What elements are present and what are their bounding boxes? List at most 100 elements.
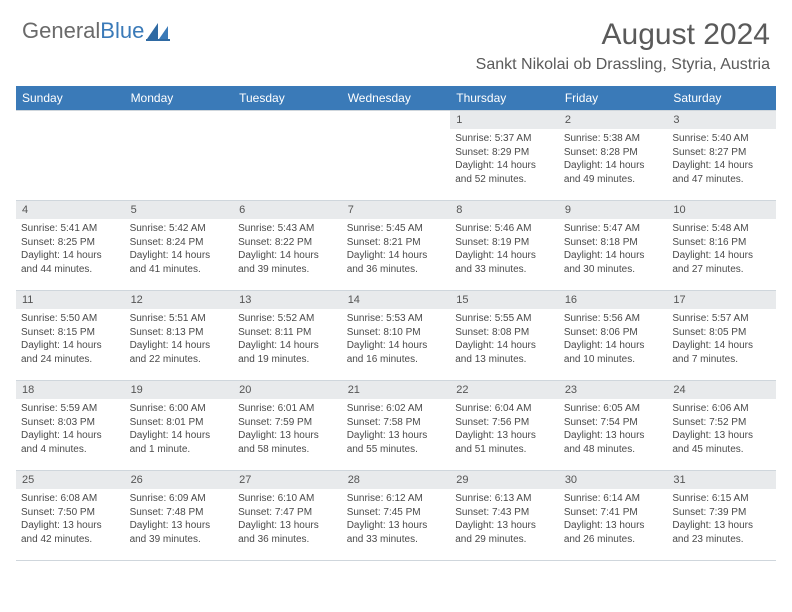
calendar-row: 4Sunrise: 5:41 AMSunset: 8:25 PMDaylight…: [16, 201, 776, 291]
day-body: Sunrise: 5:46 AMSunset: 8:19 PMDaylight:…: [450, 219, 559, 280]
day-cell: 27Sunrise: 6:10 AMSunset: 7:47 PMDayligh…: [233, 471, 342, 561]
daylight-line: Daylight: 13 hours and 48 minutes.: [564, 429, 663, 456]
day-body: Sunrise: 6:13 AMSunset: 7:43 PMDaylight:…: [450, 489, 559, 550]
sunrise-line: Sunrise: 6:00 AM: [130, 402, 229, 416]
day-number: 2: [559, 111, 668, 129]
sunset-line: Sunset: 8:24 PM: [130, 236, 229, 250]
calendar-row: 1Sunrise: 5:37 AMSunset: 8:29 PMDaylight…: [16, 111, 776, 201]
sunrise-line: Sunrise: 5:59 AM: [21, 402, 120, 416]
sunset-line: Sunset: 7:52 PM: [672, 416, 771, 430]
daylight-line: Daylight: 14 hours and 33 minutes.: [455, 249, 554, 276]
day-number: 26: [125, 471, 234, 489]
day-number: 30: [559, 471, 668, 489]
day-body: Sunrise: 5:43 AMSunset: 8:22 PMDaylight:…: [233, 219, 342, 280]
sunset-line: Sunset: 8:21 PM: [347, 236, 446, 250]
daylight-line: Daylight: 14 hours and 4 minutes.: [21, 429, 120, 456]
sunrise-line: Sunrise: 5:50 AM: [21, 312, 120, 326]
sunset-line: Sunset: 7:50 PM: [21, 506, 120, 520]
sunset-line: Sunset: 7:43 PM: [455, 506, 554, 520]
daylight-line: Daylight: 13 hours and 51 minutes.: [455, 429, 554, 456]
sunset-line: Sunset: 8:29 PM: [455, 146, 554, 160]
day-body: Sunrise: 6:12 AMSunset: 7:45 PMDaylight:…: [342, 489, 451, 550]
weekday-header: Thursday: [450, 86, 559, 111]
sunset-line: Sunset: 7:39 PM: [672, 506, 771, 520]
sunrise-line: Sunrise: 5:48 AM: [672, 222, 771, 236]
title-block: August 2024 Sankt Nikolai ob Drassling, …: [476, 18, 770, 74]
sunrise-line: Sunrise: 6:14 AM: [564, 492, 663, 506]
day-number: 5: [125, 201, 234, 219]
daylight-line: Daylight: 13 hours and 26 minutes.: [564, 519, 663, 546]
day-number: 14: [342, 291, 451, 309]
day-cell: 2Sunrise: 5:38 AMSunset: 8:28 PMDaylight…: [559, 111, 668, 201]
day-body: Sunrise: 6:08 AMSunset: 7:50 PMDaylight:…: [16, 489, 125, 550]
day-number: 15: [450, 291, 559, 309]
sunrise-line: Sunrise: 6:15 AM: [672, 492, 771, 506]
sunset-line: Sunset: 8:28 PM: [564, 146, 663, 160]
sunrise-line: Sunrise: 5:47 AM: [564, 222, 663, 236]
sunset-line: Sunset: 7:48 PM: [130, 506, 229, 520]
sunset-line: Sunset: 8:01 PM: [130, 416, 229, 430]
day-cell: 18 Sunrise: 5:59 AMSunset: 8:03 PMDayligh…: [16, 381, 125, 471]
day-number: 3: [667, 111, 776, 129]
sunrise-line: Sunrise: 5:45 AM: [347, 222, 446, 236]
sunrise-line: Sunrise: 5:43 AM: [238, 222, 337, 236]
day-cell: 4Sunrise: 5:41 AMSunset: 8:25 PMDaylight…: [16, 201, 125, 291]
empty-cell: [233, 111, 342, 201]
day-number: 10: [667, 201, 776, 219]
sunrise-line: Sunrise: 5:55 AM: [455, 312, 554, 326]
empty-cell: [16, 111, 125, 201]
day-number: 1: [450, 111, 559, 129]
sunset-line: Sunset: 8:13 PM: [130, 326, 229, 340]
weekday-header: Saturday: [667, 86, 776, 111]
daylight-line: Daylight: 14 hours and 22 minutes.: [130, 339, 229, 366]
weekday-header: Monday: [125, 86, 234, 111]
weekday-header: Tuesday: [233, 86, 342, 111]
sunrise-line: Sunrise: 6:12 AM: [347, 492, 446, 506]
sunrise-line: Sunrise: 5:46 AM: [455, 222, 554, 236]
daylight-line: Daylight: 13 hours and 58 minutes.: [238, 429, 337, 456]
day-body: Sunrise: 5:38 AMSunset: 8:28 PMDaylight:…: [559, 129, 668, 190]
empty-cell: [125, 111, 234, 201]
day-cell: 13Sunrise: 5:52 AMSunset: 8:11 PMDayligh…: [233, 291, 342, 381]
sunrise-line: Sunrise: 5:38 AM: [564, 132, 663, 146]
day-body: Sunrise: 5:42 AMSunset: 8:24 PMDaylight:…: [125, 219, 234, 280]
sunset-line: Sunset: 8:18 PM: [564, 236, 663, 250]
day-cell: 7Sunrise: 5:45 AMSunset: 8:21 PMDaylight…: [342, 201, 451, 291]
sunset-line: Sunset: 8:03 PM: [21, 416, 120, 430]
day-cell: 23Sunrise: 6:05 AMSunset: 7:54 PMDayligh…: [559, 381, 668, 471]
daylight-line: Daylight: 13 hours and 33 minutes.: [347, 519, 446, 546]
empty-cell: [342, 111, 451, 201]
sunset-line: Sunset: 7:56 PM: [455, 416, 554, 430]
daylight-line: Daylight: 13 hours and 42 minutes.: [21, 519, 120, 546]
header: GeneralBlue August 2024 Sankt Nikolai ob…: [0, 0, 792, 78]
day-cell: 16Sunrise: 5:56 AMSunset: 8:06 PMDayligh…: [559, 291, 668, 381]
sunset-line: Sunset: 7:41 PM: [564, 506, 663, 520]
day-number: 4: [16, 201, 125, 219]
day-cell: 3Sunrise: 5:40 AMSunset: 8:27 PMDaylight…: [667, 111, 776, 201]
day-number: 7: [342, 201, 451, 219]
sunrise-line: Sunrise: 6:13 AM: [455, 492, 554, 506]
day-cell: 19Sunrise: 6:00 AMSunset: 8:01 PMDayligh…: [125, 381, 234, 471]
weekday-header: Friday: [559, 86, 668, 111]
day-cell: 12Sunrise: 5:51 AMSunset: 8:13 PMDayligh…: [125, 291, 234, 381]
sunrise-line: Sunrise: 5:42 AM: [130, 222, 229, 236]
weekday-header: Sunday: [16, 86, 125, 111]
sunrise-line: Sunrise: 6:04 AM: [455, 402, 554, 416]
day-number: 24: [667, 381, 776, 399]
day-number: 16: [559, 291, 668, 309]
daylight-line: Daylight: 13 hours and 36 minutes.: [238, 519, 337, 546]
day-body: Sunrise: 6:09 AMSunset: 7:48 PMDaylight:…: [125, 489, 234, 550]
daylight-line: Daylight: 14 hours and 47 minutes.: [672, 159, 771, 186]
day-number: 18: [16, 381, 125, 399]
sunset-line: Sunset: 8:19 PM: [455, 236, 554, 250]
sunrise-line: Sunrise: 5:56 AM: [564, 312, 663, 326]
sunset-line: Sunset: 7:58 PM: [347, 416, 446, 430]
day-body: Sunrise: 5:57 AMSunset: 8:05 PMDaylight:…: [667, 309, 776, 370]
sunset-line: Sunset: 8:27 PM: [672, 146, 771, 160]
day-body: Sunrise: 5:52 AMSunset: 8:11 PMDaylight:…: [233, 309, 342, 370]
day-cell: 20Sunrise: 6:01 AMSunset: 7:59 PMDayligh…: [233, 381, 342, 471]
sunrise-line: Sunrise: 5:41 AM: [21, 222, 120, 236]
day-cell: 29Sunrise: 6:13 AMSunset: 7:43 PMDayligh…: [450, 471, 559, 561]
day-body: Sunrise: 5:45 AMSunset: 8:21 PMDaylight:…: [342, 219, 451, 280]
sunset-line: Sunset: 8:06 PM: [564, 326, 663, 340]
